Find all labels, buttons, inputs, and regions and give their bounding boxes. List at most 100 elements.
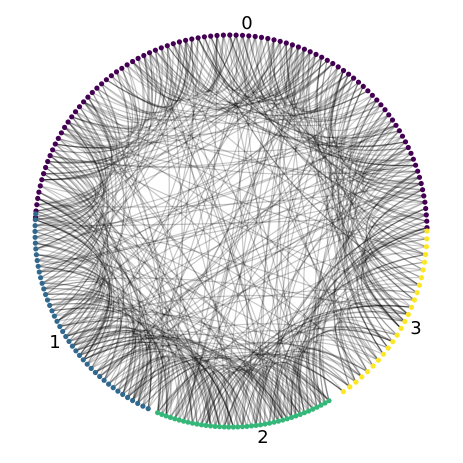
graph-edge-363 [79, 35, 224, 356]
graph-node-3 [423, 205, 429, 212]
graph-node-186 [390, 339, 396, 345]
graph-edge-513 [306, 230, 428, 412]
graph-edge-289 [35, 219, 221, 427]
graph-node-1 [424, 218, 430, 224]
graph-edge-121 [216, 35, 281, 92]
graph-node-161 [262, 421, 268, 427]
graph-edge-359 [72, 331, 169, 416]
graph-edge-51 [35, 124, 397, 244]
graph-edge-90 [324, 66, 400, 143]
graph-edge-371 [86, 344, 234, 428]
graph-edge-50 [333, 130, 400, 383]
graph-edge-167 [132, 40, 189, 102]
graph-edge-43 [160, 47, 406, 148]
graph-edge-485 [264, 70, 345, 425]
graph-edge-396 [127, 360, 212, 426]
graph-edge-333 [49, 303, 168, 416]
graph-edge-412 [65, 325, 162, 413]
graph-node-52 [201, 34, 207, 40]
graph-node-24 [365, 88, 371, 94]
graph-edge-290 [35, 219, 112, 365]
graph-edge-58 [308, 54, 390, 131]
graph-node-62 [141, 52, 147, 59]
graph-edge-511 [127, 356, 305, 414]
graph-edge-162 [132, 38, 194, 102]
graph-edge-356 [52, 149, 109, 342]
graph-edge-278 [36, 204, 160, 413]
graph-edge-408 [37, 197, 152, 409]
graph-edge-492 [68, 329, 279, 422]
graph-node-6 [420, 187, 426, 193]
graph-node-127 [101, 377, 107, 383]
graph-edge-327 [45, 293, 314, 410]
graph-edge-444 [205, 316, 406, 426]
graph-edge-179 [160, 47, 183, 417]
graph-edge-555 [95, 323, 389, 374]
graph-edge-277 [36, 111, 107, 206]
graph-node-33 [319, 54, 325, 60]
graph-edge-187 [143, 55, 314, 410]
graph-edge-482 [259, 49, 305, 425]
graph-node-103 [34, 257, 40, 264]
graph-edge-213 [96, 37, 199, 114]
graph-node-145 [189, 420, 196, 426]
graph-edge-473 [68, 330, 248, 427]
graph-edge-458 [223, 41, 281, 427]
graph-edge-470 [241, 42, 287, 427]
graph-edge-296 [34, 158, 414, 232]
graph-edge-202 [116, 45, 174, 108]
graph-node-124 [88, 365, 94, 371]
graph-edge-428 [178, 367, 279, 422]
graph-edge-341 [54, 301, 111, 347]
graph-edge-417 [38, 265, 168, 416]
graph-node-143 [181, 418, 187, 424]
graph-node-152 [221, 424, 227, 430]
graph-edge-238 [35, 126, 102, 212]
graph-edge-24 [108, 176, 420, 385]
graph-edge-590 [241, 261, 425, 427]
graph-edge-94 [216, 35, 334, 101]
graph-edge-96 [317, 60, 402, 329]
graph-edge-360 [75, 119, 393, 352]
graph-node-71 [94, 85, 100, 91]
graph-edge-173 [172, 43, 279, 422]
graph-edge-310 [37, 259, 109, 356]
graph-edge-443 [200, 305, 412, 426]
graph-node-91 [35, 195, 41, 201]
graph-edge-311 [37, 257, 94, 290]
graph-edge-454 [219, 362, 330, 427]
graph-edge-197 [64, 64, 141, 141]
graph-edge-25 [38, 176, 420, 267]
graph-edge-70 [348, 94, 426, 256]
graph-edge-453 [35, 242, 221, 427]
graph-node-37 [295, 44, 301, 50]
graph-edge-434 [187, 66, 339, 423]
graph-edge-54 [317, 119, 393, 401]
graph-edge-3 [295, 220, 428, 416]
graph-edge-557 [347, 119, 394, 343]
graph-node-21 [378, 102, 384, 108]
graph-edge-397 [34, 225, 136, 398]
graph-node-196 [420, 267, 426, 273]
graph-edge-526 [178, 41, 326, 404]
graph-edge-261 [43, 173, 152, 409]
graph-edge-231 [71, 34, 237, 129]
graph-edge-120 [279, 41, 378, 121]
graph-edge-130 [205, 37, 263, 426]
graph-edge-5 [290, 220, 428, 418]
graph-node-125 [92, 369, 98, 376]
graph-edge-531 [83, 333, 344, 393]
graph-edge-486 [268, 109, 386, 424]
graph-node-147 [198, 422, 205, 428]
graph-node-69 [103, 77, 109, 83]
graph-edge-575 [157, 298, 415, 414]
graph-node-198 [423, 251, 429, 258]
graph-node-195 [418, 275, 424, 281]
graph-node-146 [194, 421, 200, 427]
graph-node-32 [324, 57, 330, 63]
graph-edge-465 [237, 147, 409, 428]
graph-edge-504 [284, 360, 322, 417]
graph-edge-78 [336, 81, 406, 322]
graph-edge-263 [43, 101, 113, 177]
graph-edge-586 [368, 182, 422, 279]
